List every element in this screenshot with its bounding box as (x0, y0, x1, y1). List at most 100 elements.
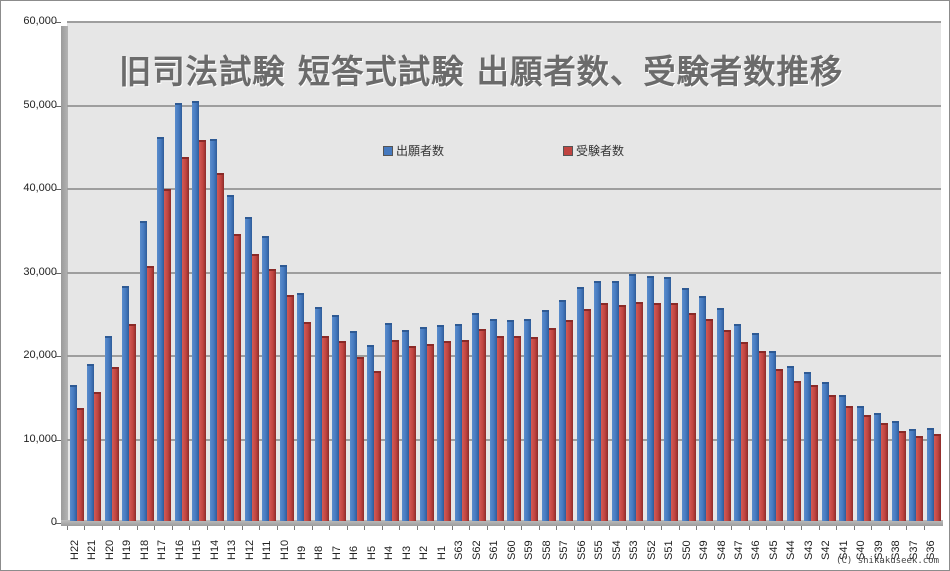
bar-examinees (741, 342, 749, 521)
bar-applicants (507, 319, 514, 521)
y-tick-mark (56, 356, 61, 357)
y-tick-label: 50,000 (23, 98, 57, 111)
x-tick-mark (224, 526, 226, 530)
bar-applicants (786, 365, 794, 521)
legend-swatch-blue (383, 145, 393, 156)
bar-examinees (94, 392, 102, 521)
x-tick-mark (451, 526, 453, 530)
bar-applicants (262, 236, 270, 521)
bar-examinees (374, 370, 382, 521)
x-tick-label: S49 (698, 540, 711, 560)
bar-examinees (146, 266, 154, 521)
bar-examinees (426, 343, 434, 521)
x-tick-label: S51 (663, 540, 676, 560)
x-tick-label: H2 (418, 545, 431, 560)
bar-applicants (87, 364, 95, 521)
x-tick-mark (696, 526, 698, 530)
x-tick-label: S52 (645, 540, 658, 560)
x-tick-label: S54 (610, 540, 623, 560)
bar-applicants (104, 335, 112, 521)
x-tick-mark (521, 526, 523, 530)
x-tick-label: S63 (453, 540, 466, 560)
bar-applicants (157, 136, 165, 521)
chart-title: 旧司法試験 短答式試験 出願者数、受験者数推移 (119, 52, 844, 91)
bar-examinees (531, 337, 539, 521)
bar-applicants (541, 309, 549, 521)
x-tick-mark (661, 526, 663, 530)
x-tick-mark (416, 526, 418, 530)
bar-examinees (269, 268, 277, 521)
x-tick-mark (84, 526, 86, 530)
x-tick-mark (626, 526, 628, 530)
x-tick-label: S45 (767, 540, 780, 560)
x-tick-mark (311, 526, 313, 530)
bar-applicants (332, 314, 340, 521)
bar-applicants (681, 288, 689, 521)
x-tick-label: S44 (785, 540, 798, 560)
bar-examinees (758, 350, 766, 521)
bar-applicants (192, 101, 200, 521)
x-tick-label: H19 (121, 539, 134, 560)
x-tick-label: H4 (383, 545, 396, 560)
x-tick-mark (643, 526, 645, 530)
x-tick-label: H8 (313, 545, 326, 560)
bar-examinees (601, 303, 609, 521)
gridline (67, 188, 941, 190)
x-tick-label: S60 (505, 540, 518, 560)
x-tick-mark (713, 526, 715, 530)
x-tick-label: H21 (86, 539, 99, 560)
x-tick-mark (101, 526, 103, 530)
y-tick-label: 0 (50, 516, 57, 528)
x-tick-label: S58 (540, 540, 553, 560)
bar-applicants (769, 350, 777, 521)
x-tick-mark (783, 526, 785, 530)
x-tick-mark (381, 526, 383, 530)
x-tick-label: H1 (435, 545, 448, 560)
gridline (67, 438, 941, 441)
bar-applicants (419, 327, 427, 521)
bar-examinees (77, 408, 84, 521)
bar-examinees (339, 340, 347, 521)
y-tick-mark (56, 22, 61, 23)
x-tick-mark (836, 526, 838, 530)
x-tick-mark (748, 526, 750, 530)
bar-applicants (367, 344, 375, 521)
x-tick-mark (608, 526, 610, 530)
x-tick-mark (678, 526, 680, 530)
y-tick-mark (56, 189, 61, 190)
x-tick-label: H7 (330, 545, 343, 560)
x-tick-mark (206, 526, 208, 530)
x-tick-label: H15 (191, 539, 204, 560)
bar-examinees (129, 323, 137, 521)
x-tick-label: S42 (820, 540, 833, 560)
bar-examinees (356, 357, 364, 521)
bar-examinees (321, 335, 329, 521)
bar-examinees (653, 303, 661, 521)
bar-examinees (164, 188, 172, 521)
x-tick-label: H14 (208, 539, 221, 560)
x-tick-label: H18 (138, 539, 151, 560)
bar-applicants (402, 329, 410, 521)
y-tick-label: 10,000 (23, 432, 57, 445)
x-tick-label: H17 (156, 539, 169, 560)
x-tick-label: H10 (278, 539, 291, 560)
bar-examinees (514, 335, 521, 521)
x-tick-mark (276, 526, 278, 530)
legend-swatch-red (563, 145, 573, 156)
bar-applicants (839, 394, 847, 521)
copyright-text: (C) shikakuseek.com (836, 556, 939, 566)
bar-examinees (216, 172, 224, 521)
gridline (67, 21, 941, 23)
plot-side-wall (61, 26, 68, 523)
x-tick-mark (241, 526, 243, 530)
bar-examinees (811, 384, 819, 521)
bar-examinees (723, 329, 731, 521)
bar-examinees (496, 335, 504, 521)
bar-examinees (251, 253, 259, 521)
bar-examinees (391, 339, 399, 521)
bar-applicants (734, 323, 742, 521)
bar-applicants (856, 405, 864, 521)
bar-applicants (227, 195, 235, 521)
bar-applicants (576, 287, 584, 521)
